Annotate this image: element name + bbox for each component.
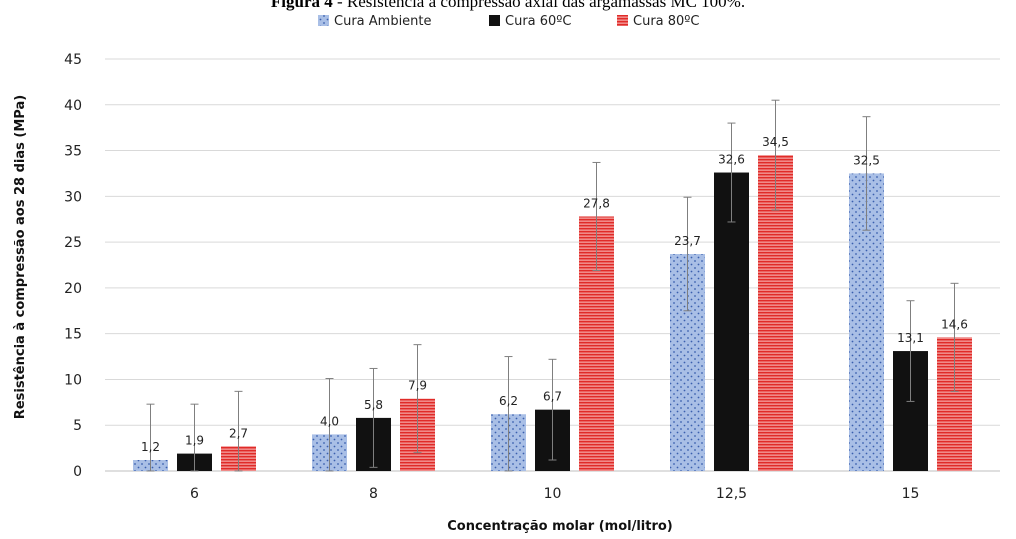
data-label: 13,1 [897,331,924,345]
data-label: 32,5 [853,153,880,167]
y-tick-label: 10 [64,372,82,388]
figure-caption: Figura 4 - Resistência à compressão axia… [271,0,745,11]
legend: Cura Ambiente Cura 60ºC Cura 80ºC [318,14,700,29]
data-label: 7,9 [408,379,427,393]
data-label: 6,7 [543,390,562,404]
y-tick-label: 40 [64,98,82,114]
error-bars [146,99,959,472]
y-tick-label: 30 [64,189,82,205]
data-label: 6,2 [499,394,518,408]
data-label: 14,6 [941,317,968,331]
y-tick-label: 5 [73,418,82,434]
legend-label: Cura 60ºC [505,14,572,29]
legend-label: Cura Ambiente [334,14,432,29]
legend-swatch [617,15,628,26]
x-category-label: 12,5 [716,486,747,502]
data-label: 4,0 [320,414,339,428]
data-label: 27,8 [583,196,610,210]
y-tick-label: 0 [73,464,82,480]
data-label: 5,8 [364,398,383,412]
legend-swatch [318,15,329,26]
caption-bold: Figura 4 [271,0,333,11]
x-axis-title: Concentração molar (mol/litro) [447,519,673,534]
data-labels: 1,2 1,9 2,7 4,0 5,8 7,9 6,2 6,7 27,8 23,7 32,6 34,5… [141,135,968,454]
data-label: 1,2 [141,440,160,454]
y-tick-label: 25 [64,235,82,251]
y-axis-title: Resistência à compressão aos 28 dias (MP… [13,95,28,419]
legend-swatch [489,15,500,26]
x-category-label: 10 [544,486,562,502]
y-tick-label: 45 [64,52,82,68]
data-label: 23,7 [674,234,701,248]
x-category-label: 6 [190,486,199,502]
x-axis-categories: 6 8 10 12,5 15 [190,486,919,502]
x-category-label: 15 [902,486,920,502]
y-tick-label: 15 [64,327,82,343]
caption-rest: - Resistência à compressão axial das arg… [333,0,745,11]
y-tick-label: 20 [64,281,82,297]
x-category-label: 8 [369,486,378,502]
y-tick-label: 35 [64,144,82,160]
y-axis-ticks: 0 5 10 15 20 25 30 35 40 45 [64,52,82,480]
legend-label: Cura 80ºC [633,14,700,29]
data-label: 2,7 [229,426,248,440]
data-label: 34,5 [762,135,789,149]
data-label: 1,9 [185,434,204,448]
bars [133,155,972,472]
data-label: 32,6 [718,153,745,167]
